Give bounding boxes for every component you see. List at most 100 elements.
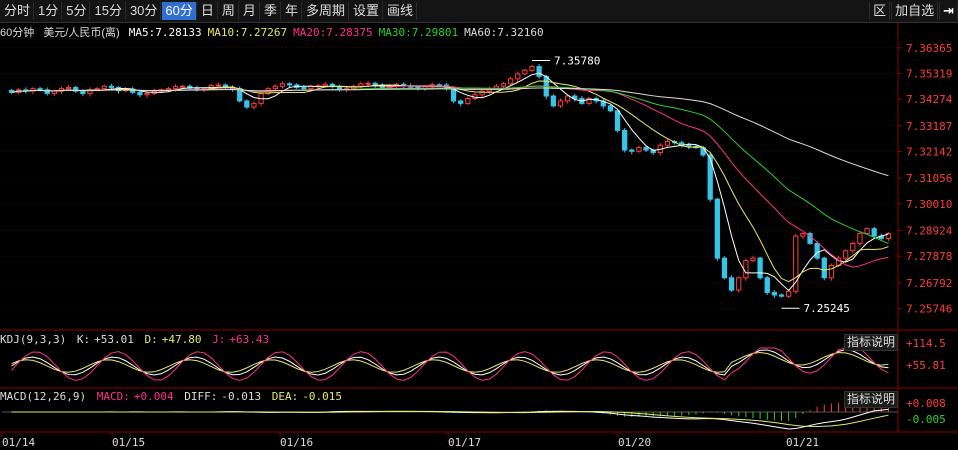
candle-body xyxy=(771,292,778,296)
macd-axis-label: +0.008 xyxy=(906,397,946,410)
kdj-info-bar: KDJ(9,3,3) K: +53.01 D: +47.80 J: +63.43 xyxy=(0,333,273,347)
kdj-axis-label: +55.81 xyxy=(906,359,946,372)
candle-body xyxy=(215,84,221,87)
period-tab[interactable]: 日 xyxy=(198,2,218,20)
candle-body xyxy=(728,277,735,291)
kdj-d-value: +47.80 xyxy=(161,333,202,346)
ma-info-bar: 60分钟 美元/人民币(离) MA5:7.28133 MA10:7.27267 MA… xyxy=(0,24,556,40)
y-tick-label: 7.25746 xyxy=(906,303,952,316)
period-tab[interactable]: 季 xyxy=(261,2,281,20)
macd-info-bar: MACD(12,26,9) MACD: +0.004 DIFF: -0.013 DE… xyxy=(0,390,346,404)
candle-body xyxy=(778,294,785,297)
candle-body xyxy=(643,147,649,151)
candle-body xyxy=(165,88,172,91)
kdj-j-label: J: xyxy=(212,333,226,346)
candle-body xyxy=(194,87,200,90)
high-marker-label: 7.35780 xyxy=(554,55,600,68)
period-tab[interactable]: 年 xyxy=(282,2,302,20)
period-tab[interactable]: 周 xyxy=(219,2,239,20)
candle-body xyxy=(507,78,514,85)
ma-label: MA5: xyxy=(128,26,156,39)
x-tick-label: 01/21 xyxy=(786,436,819,449)
period-toolbar: 分时 1分 5分 15分 30分 60分日周月季年多周期 设置 画线 区 加自选 ⇥ xyxy=(0,0,958,23)
ma-value: 7.28375 xyxy=(326,26,373,39)
candle-body xyxy=(44,89,50,95)
candle-body xyxy=(721,257,728,279)
x-tick-label: 01/16 xyxy=(280,436,313,449)
period-tab[interactable]: 分时 xyxy=(1,2,35,20)
kdj-j-value: +63.43 xyxy=(229,333,270,346)
candle-body xyxy=(536,66,542,77)
region-button[interactable]: 区 xyxy=(869,2,891,20)
x-tick-label: 01/20 xyxy=(618,436,651,449)
candle-body xyxy=(821,257,827,279)
ma20-line xyxy=(11,85,889,268)
ma-value: 7.27267 xyxy=(240,26,288,39)
macd-value: +0.004 xyxy=(133,390,174,403)
macd-explain-button[interactable]: 指标说明 xyxy=(844,391,898,408)
period-tab[interactable]: 30分 xyxy=(127,2,162,20)
candle-body xyxy=(572,95,578,99)
candle-body xyxy=(793,235,799,292)
candle-body xyxy=(51,90,57,95)
ma-value: 7.32160 xyxy=(497,26,544,39)
y-tick-label: 7.30010 xyxy=(906,198,952,211)
candle-body xyxy=(322,83,328,87)
y-tick-label: 7.35319 xyxy=(906,67,952,80)
period-tab[interactable]: 5分 xyxy=(63,2,91,20)
candle-body xyxy=(843,250,849,259)
candle-body xyxy=(272,85,278,90)
candle-body xyxy=(736,277,742,291)
dea-value: -0.015 xyxy=(302,390,342,403)
candle-body xyxy=(144,93,150,96)
period-tab[interactable]: 设置 xyxy=(350,2,383,20)
candle-body xyxy=(564,95,571,102)
candle-body xyxy=(664,140,671,146)
candle-body xyxy=(244,100,250,108)
candle-body xyxy=(707,154,713,200)
candle-body xyxy=(500,83,507,87)
candle-body xyxy=(757,257,763,279)
kdj-explain-button[interactable]: 指标说明 xyxy=(844,334,898,351)
diff-value: -0.013 xyxy=(221,390,262,403)
period-tab[interactable]: 1分 xyxy=(35,2,63,20)
period-tab[interactable]: 60分 xyxy=(162,2,197,20)
candle-body xyxy=(65,86,72,90)
period-tab[interactable]: 月 xyxy=(240,2,260,20)
candle-body xyxy=(172,86,179,90)
period-tab[interactable]: 画线 xyxy=(384,2,418,20)
candle-body xyxy=(614,110,621,131)
candle-body xyxy=(607,105,614,112)
ma-label: MA60: xyxy=(464,26,498,39)
period-tab[interactable]: 15分 xyxy=(91,2,126,20)
ma5-line xyxy=(11,72,889,292)
kdj-d-label: D: xyxy=(144,333,158,346)
candle-body xyxy=(108,85,115,88)
y-tick-label: 7.27878 xyxy=(906,250,952,263)
ma-label: MA30: xyxy=(378,26,412,39)
kdj-j-line xyxy=(11,347,889,381)
x-tick-label: 01/15 xyxy=(112,436,145,449)
candle-body xyxy=(785,290,792,297)
y-tick-label: 7.34274 xyxy=(906,93,953,106)
ma60-line xyxy=(11,87,889,177)
candle-body xyxy=(750,257,756,262)
candle-body xyxy=(550,95,557,107)
candle-body xyxy=(515,73,521,80)
y-tick-label: 7.33187 xyxy=(906,120,952,133)
add-watchlist-button[interactable]: 加自选 xyxy=(891,2,939,20)
x-tick-label: 01/14 xyxy=(2,436,35,449)
candle-body xyxy=(180,85,186,88)
y-tick-label: 7.36365 xyxy=(906,42,952,55)
kdj-axis-label: +114.5 xyxy=(906,337,946,350)
period-tab[interactable]: 多周期 xyxy=(303,2,349,20)
kdj-k-line xyxy=(11,349,889,376)
candle-body xyxy=(714,198,720,259)
candle-body xyxy=(622,129,628,151)
y-tick-label: 7.28924 xyxy=(906,225,953,238)
period-label: 60分钟 xyxy=(0,27,35,39)
candle-body xyxy=(101,85,107,90)
candle-body xyxy=(301,86,307,90)
candle-body xyxy=(557,100,564,107)
